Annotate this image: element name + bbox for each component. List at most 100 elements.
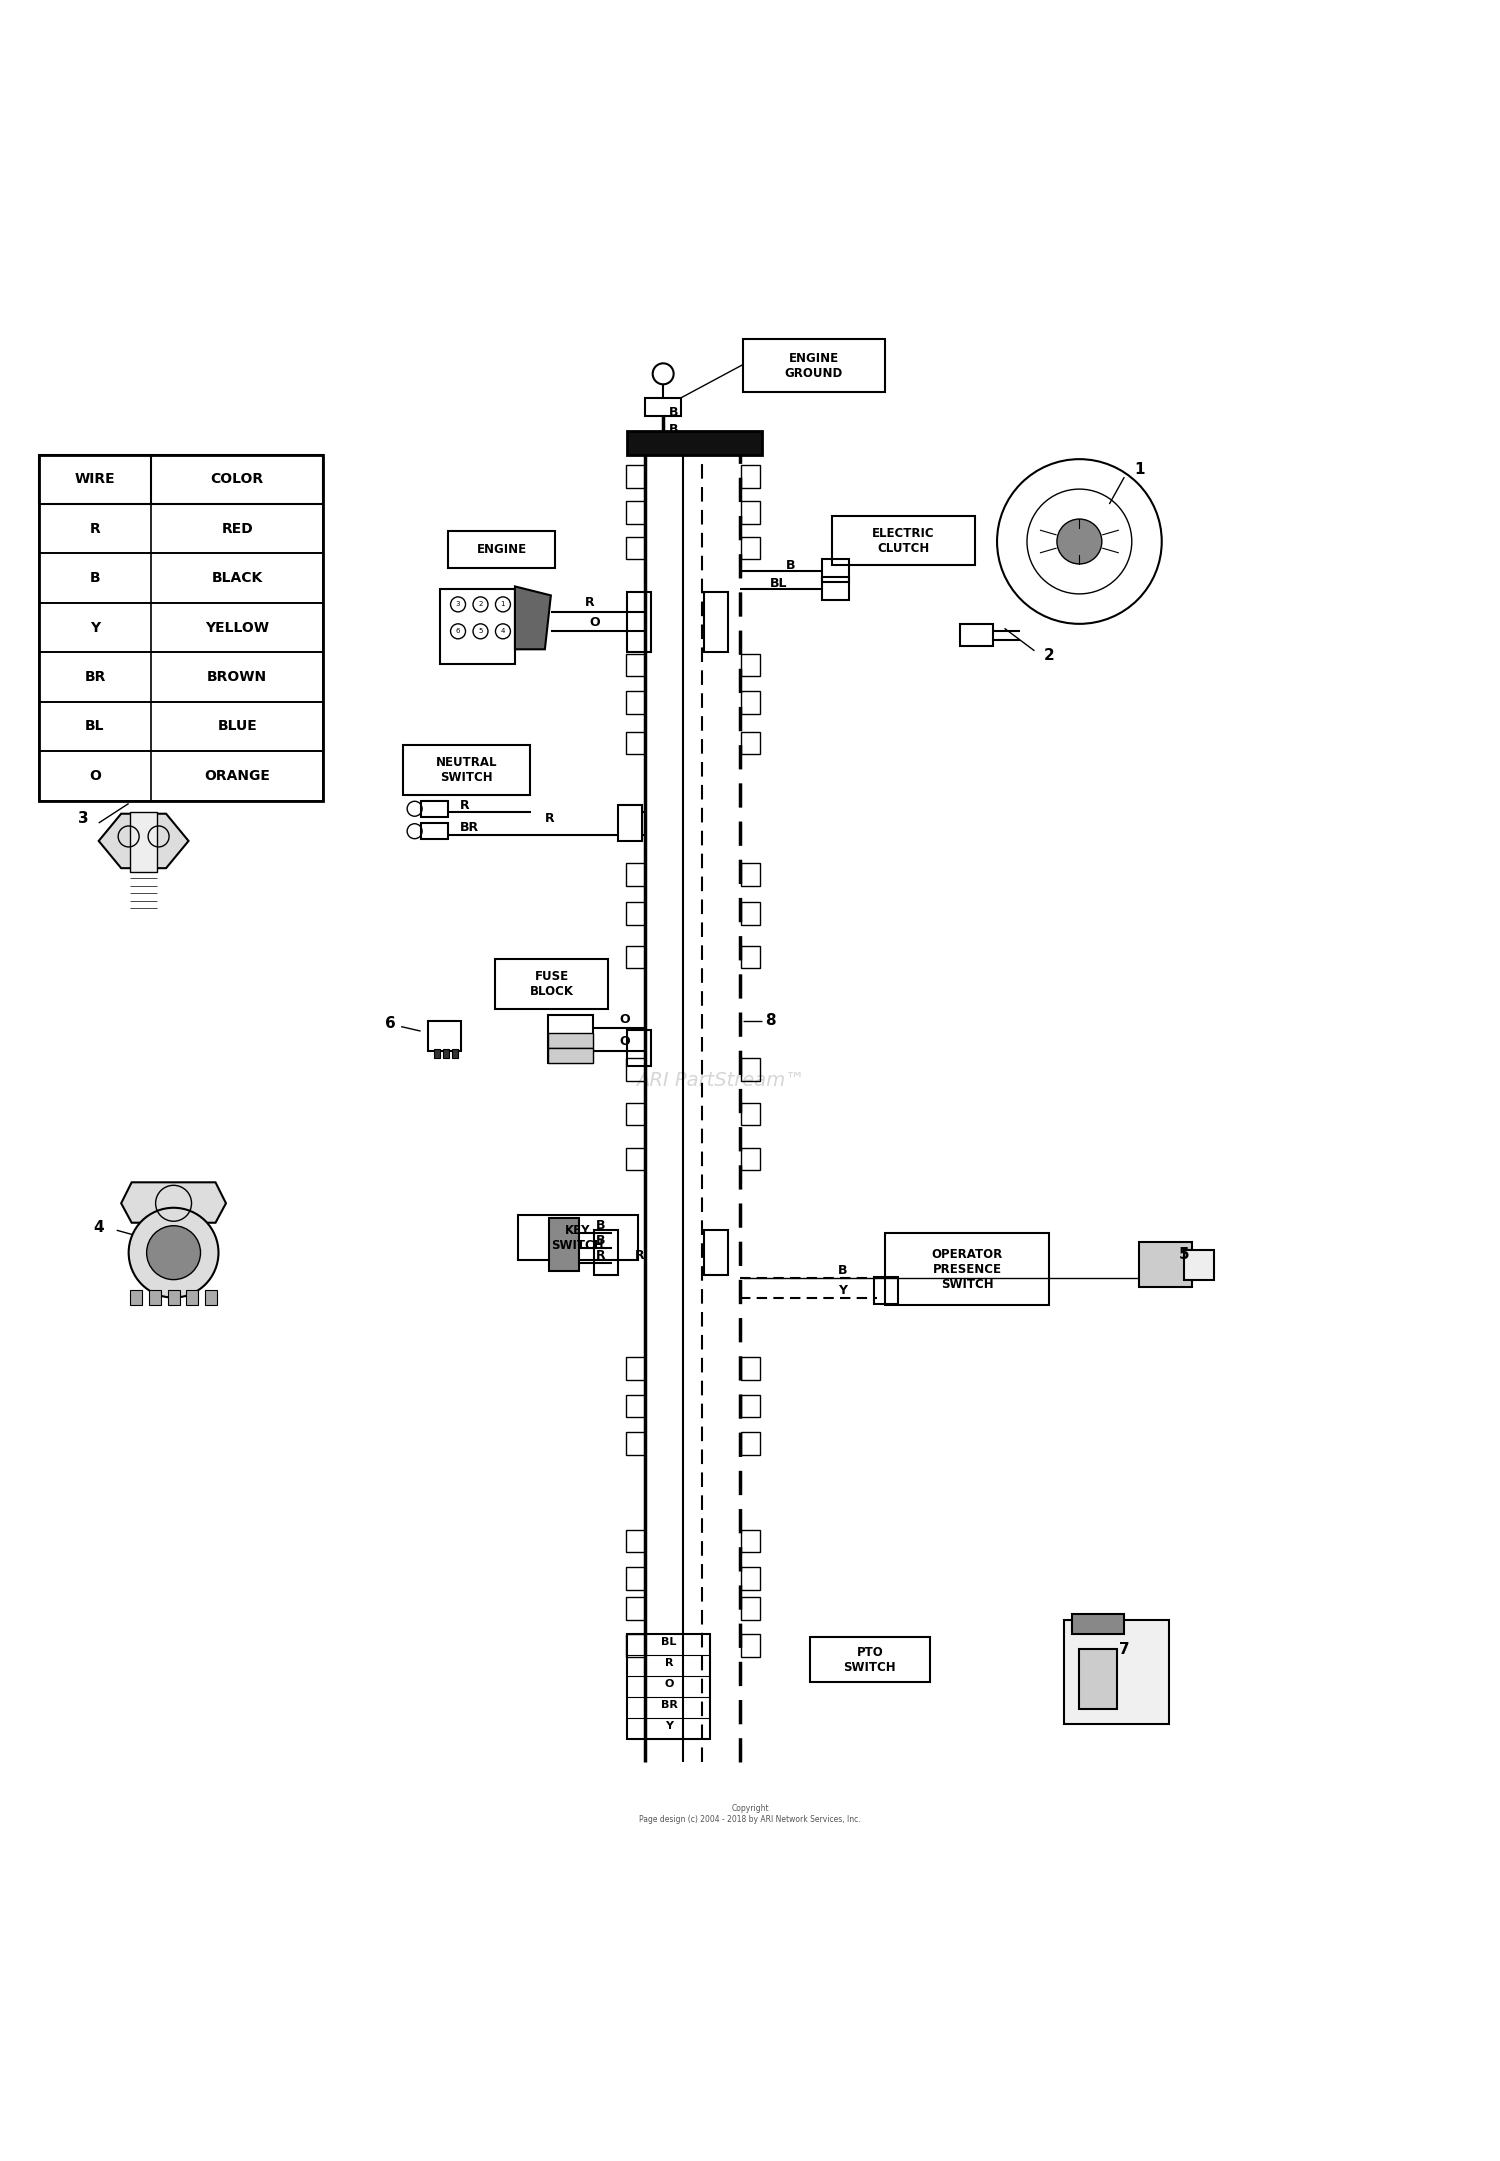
Text: 6: 6 — [456, 629, 460, 635]
Bar — [626, 692, 645, 713]
Text: BLACK: BLACK — [211, 571, 262, 586]
Bar — [626, 947, 645, 968]
Bar — [442, 1048, 448, 1059]
Text: 5: 5 — [1179, 1247, 1190, 1262]
Bar — [645, 398, 681, 415]
Bar — [433, 1048, 439, 1059]
Bar — [741, 733, 760, 754]
Text: BL: BL — [770, 577, 788, 590]
Bar — [420, 823, 447, 838]
Bar — [741, 536, 760, 560]
Text: KEY
SWITCH: KEY SWITCH — [552, 1223, 604, 1251]
Bar — [130, 813, 158, 873]
Text: WIRE: WIRE — [75, 473, 116, 486]
Text: B: B — [839, 1264, 848, 1277]
Text: BR: BR — [459, 821, 478, 834]
Bar — [874, 1277, 898, 1303]
Text: B: B — [669, 406, 678, 419]
Text: B: B — [669, 424, 678, 437]
Bar — [626, 733, 645, 754]
Bar — [741, 903, 760, 925]
Bar — [627, 1634, 710, 1740]
Text: R: R — [544, 813, 554, 826]
Text: Y: Y — [90, 620, 101, 635]
Bar — [420, 800, 447, 817]
Text: B: B — [786, 560, 795, 573]
Bar — [1065, 1619, 1168, 1724]
Bar — [960, 625, 993, 646]
Polygon shape — [514, 586, 550, 648]
Text: ARI PartStream™: ARI PartStream™ — [636, 1072, 804, 1089]
Bar — [810, 1638, 930, 1683]
Bar — [741, 1634, 760, 1657]
Bar — [548, 1016, 592, 1063]
Text: ENGINE
GROUND: ENGINE GROUND — [784, 352, 843, 380]
Text: Y: Y — [839, 1284, 848, 1297]
Text: B: B — [596, 1219, 606, 1232]
Bar — [1080, 1649, 1118, 1709]
Polygon shape — [99, 815, 189, 869]
Bar — [440, 590, 515, 663]
Bar — [1140, 1243, 1191, 1288]
Circle shape — [147, 1225, 201, 1279]
Circle shape — [1058, 519, 1102, 564]
Text: ORANGE: ORANGE — [204, 769, 270, 782]
Bar — [168, 1290, 180, 1305]
Bar — [548, 1033, 592, 1048]
Text: R: R — [596, 1249, 606, 1262]
Bar — [626, 655, 645, 676]
Text: BR: BR — [660, 1701, 678, 1709]
Text: ENGINE: ENGINE — [477, 542, 526, 555]
Bar — [626, 1433, 645, 1454]
Bar — [741, 1357, 760, 1381]
Text: 3: 3 — [456, 601, 460, 607]
Text: 7: 7 — [1119, 1642, 1130, 1657]
Text: COLOR: COLOR — [210, 473, 264, 486]
Bar — [741, 1147, 760, 1171]
Bar — [548, 1048, 592, 1063]
Bar — [822, 560, 849, 581]
Bar — [39, 752, 324, 800]
Bar — [626, 501, 645, 523]
Text: 6: 6 — [386, 1016, 396, 1031]
Bar — [704, 1230, 728, 1275]
Bar — [822, 577, 849, 601]
Bar — [39, 454, 324, 504]
Text: BR: BR — [84, 670, 105, 685]
Text: 2: 2 — [478, 601, 483, 607]
Bar — [39, 454, 324, 800]
Text: R: R — [664, 1657, 674, 1668]
Text: O: O — [664, 1679, 674, 1690]
Circle shape — [129, 1208, 219, 1297]
Text: Y: Y — [664, 1720, 674, 1731]
Bar — [447, 532, 555, 568]
Bar — [626, 465, 645, 488]
Bar — [594, 1230, 618, 1275]
Bar — [39, 702, 324, 752]
Bar — [626, 1634, 645, 1657]
Text: PTO
SWITCH: PTO SWITCH — [843, 1647, 896, 1675]
Text: BLUE: BLUE — [217, 720, 256, 733]
Text: B: B — [596, 1234, 606, 1247]
Bar — [627, 1029, 651, 1065]
Bar — [741, 1597, 760, 1619]
Bar — [741, 692, 760, 713]
Text: NEUTRAL
SWITCH: NEUTRAL SWITCH — [435, 756, 496, 784]
Text: B: B — [90, 571, 101, 586]
Text: O: O — [620, 1035, 630, 1048]
Bar — [186, 1290, 198, 1305]
Text: 2: 2 — [1044, 648, 1054, 663]
Polygon shape — [549, 1219, 579, 1271]
Text: YELLOW: YELLOW — [206, 620, 268, 635]
Bar — [626, 1394, 645, 1418]
Text: BL: BL — [662, 1638, 676, 1647]
Bar — [130, 1290, 142, 1305]
Text: RED: RED — [222, 521, 254, 536]
Bar — [627, 430, 762, 454]
Bar — [626, 1530, 645, 1552]
Text: OPERATOR
PRESENCE
SWITCH: OPERATOR PRESENCE SWITCH — [932, 1247, 1002, 1290]
Bar — [1184, 1249, 1214, 1279]
Text: 1: 1 — [501, 601, 506, 607]
Bar — [741, 655, 760, 676]
Bar — [742, 339, 885, 391]
